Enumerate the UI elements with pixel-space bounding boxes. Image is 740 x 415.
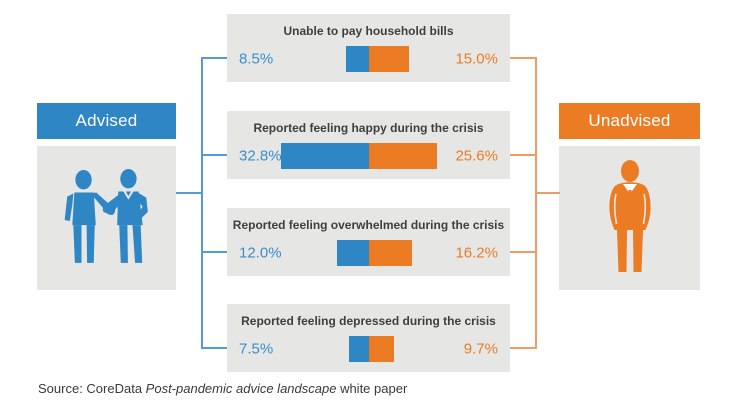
stat-bar: [336, 240, 412, 266]
source-prefix: Source: CoreData: [38, 381, 146, 396]
stat-bar-row: 7.5% 9.7%: [227, 336, 510, 362]
advised-connector-branch: [202, 57, 227, 59]
unadvised-bar-segment: [368, 46, 409, 72]
source-suffix: white paper: [336, 381, 408, 396]
unadvised-connector-trunk: [535, 57, 537, 349]
unadvised-label: Unadvised: [588, 111, 671, 130]
advised-percent: 8.5%: [239, 50, 274, 68]
advised-group: Advised: [37, 103, 176, 290]
stat-title: Unable to pay household bills: [283, 24, 454, 38]
stat-panel-overwhelmed: Reported feeling overwhelmed during the …: [227, 208, 510, 276]
handshake-icon: [64, 169, 148, 263]
source-note: Source: CoreData Post-pandemic advice la…: [38, 381, 407, 396]
stat-bar: [348, 336, 395, 362]
stat-panel-depressed: Reported feeling depressed during the cr…: [227, 304, 510, 372]
advised-header: Advised: [37, 103, 176, 139]
advised-bar-segment: [336, 240, 369, 266]
unadvised-percent: 15.0%: [455, 50, 498, 68]
advised-connector-main: [176, 192, 203, 194]
advised-connector-branch: [202, 154, 227, 156]
stat-panel-happy: Reported feeling happy during the crisis…: [227, 111, 510, 179]
stat-panel-bills: Unable to pay household bills 8.5% 15.0%: [227, 14, 510, 82]
advised-connector-branch: [202, 251, 227, 253]
unadvised-percent: 25.6%: [455, 147, 498, 165]
stat-bar-row: 8.5% 15.0%: [227, 46, 510, 72]
source-title: Post-pandemic advice landscape: [145, 381, 337, 396]
unadvised-connector-branch: [510, 251, 537, 253]
advised-bar-segment: [348, 336, 369, 362]
advised-bar-segment: [345, 46, 369, 72]
stat-title: Reported feeling overwhelmed during the …: [232, 218, 505, 232]
advised-label: Advised: [75, 111, 138, 130]
stat-bar-row: 32.8% 25.6%: [227, 143, 510, 169]
stat-bar: [280, 143, 437, 169]
stat-bar: [345, 46, 409, 72]
unadvised-group: Unadvised: [559, 103, 700, 290]
unadvised-header: Unadvised: [559, 103, 700, 139]
unadvised-connector-branch: [510, 154, 537, 156]
unadvised-bar-segment: [368, 336, 395, 362]
advised-percent: 7.5%: [239, 340, 274, 358]
unadvised-connector-main: [537, 192, 560, 194]
advised-icon-box: [37, 146, 176, 290]
unadvised-percent: 16.2%: [455, 244, 498, 262]
unadvised-connector-branch: [510, 57, 537, 59]
unadvised-percent: 9.7%: [463, 340, 498, 358]
advised-connector-trunk: [201, 57, 203, 349]
unadvised-bar-segment: [368, 143, 437, 169]
stat-title: Reported feeling happy during the crisis: [253, 121, 484, 135]
advised-connector-branch: [202, 347, 227, 349]
unadvised-icon-box: [559, 146, 700, 290]
unadvised-bar-segment: [368, 240, 412, 266]
stat-bar-row: 12.0% 16.2%: [227, 240, 510, 266]
advised-percent: 32.8%: [239, 147, 282, 165]
advised-bar-segment: [280, 143, 369, 169]
advised-percent: 12.0%: [239, 244, 282, 262]
unadvised-connector-branch: [510, 347, 537, 349]
businessman-icon: [608, 160, 651, 272]
stat-title: Reported feeling depressed during the cr…: [241, 314, 496, 328]
